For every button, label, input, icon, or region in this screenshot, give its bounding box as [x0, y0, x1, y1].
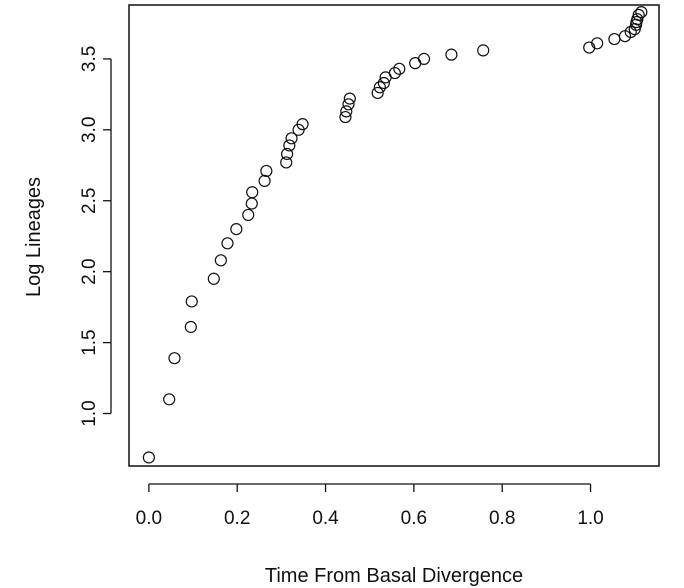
- data-point: [608, 32, 621, 46]
- data-point: [184, 320, 197, 334]
- data-point: [388, 66, 401, 80]
- data-points: [142, 5, 648, 464]
- data-point: [245, 197, 258, 210]
- data-point: [280, 156, 293, 169]
- data-point: [591, 37, 604, 50]
- data-point: [246, 186, 259, 199]
- data-point: [477, 44, 490, 57]
- data-point: [260, 164, 273, 178]
- x-tick-label: 0.4: [312, 508, 339, 529]
- data-point: [635, 5, 648, 19]
- y-tick-label: 2.5: [79, 188, 100, 214]
- data-point: [168, 352, 181, 365]
- x-tick-label: 0.8: [489, 508, 515, 529]
- data-point: [393, 62, 406, 75]
- data-point: [445, 48, 458, 61]
- data-point: [343, 92, 356, 105]
- y-tick-label: 1.5: [79, 329, 100, 355]
- data-point: [285, 132, 298, 145]
- data-point: [340, 105, 353, 118]
- y-tick-label: 3.5: [79, 46, 100, 72]
- data-point: [221, 237, 234, 250]
- data-point: [583, 41, 596, 54]
- data-point: [339, 110, 352, 124]
- y-axis: 1.0 1.5 2.0 2.5 3.0 3.5: [79, 46, 112, 427]
- data-point: [242, 208, 255, 222]
- x-tick-label: 1.0: [577, 508, 603, 529]
- data-point: [230, 223, 243, 236]
- data-point: [142, 451, 155, 464]
- plot-frame: [128, 4, 660, 467]
- y-tick-label: 3.0: [79, 117, 100, 143]
- data-point: [163, 393, 176, 406]
- data-point: [258, 174, 271, 187]
- data-point: [296, 118, 309, 131]
- data-point: [371, 86, 384, 100]
- data-point: [207, 272, 220, 285]
- data-point: [185, 295, 198, 308]
- y-axis-label: Log Lineages: [23, 177, 45, 297]
- data-point: [632, 8, 645, 22]
- data-point: [377, 76, 390, 90]
- data-point: [417, 52, 431, 66]
- data-point: [283, 139, 296, 152]
- y-tick-label: 2.0: [79, 258, 100, 284]
- data-point: [214, 254, 227, 267]
- data-point: [281, 147, 294, 161]
- data-point: [373, 81, 386, 94]
- x-axis: 0.0 0.2 0.4 0.6 0.8 1.0: [136, 483, 604, 529]
- x-tick-label: 0.0: [136, 508, 162, 529]
- x-tick-label: 0.6: [401, 508, 427, 529]
- x-axis-label: Time From Basal Divergence: [265, 565, 523, 587]
- x-tick-label: 0.2: [224, 508, 250, 529]
- data-point: [342, 98, 355, 111]
- y-tick-label: 1.0: [79, 400, 100, 426]
